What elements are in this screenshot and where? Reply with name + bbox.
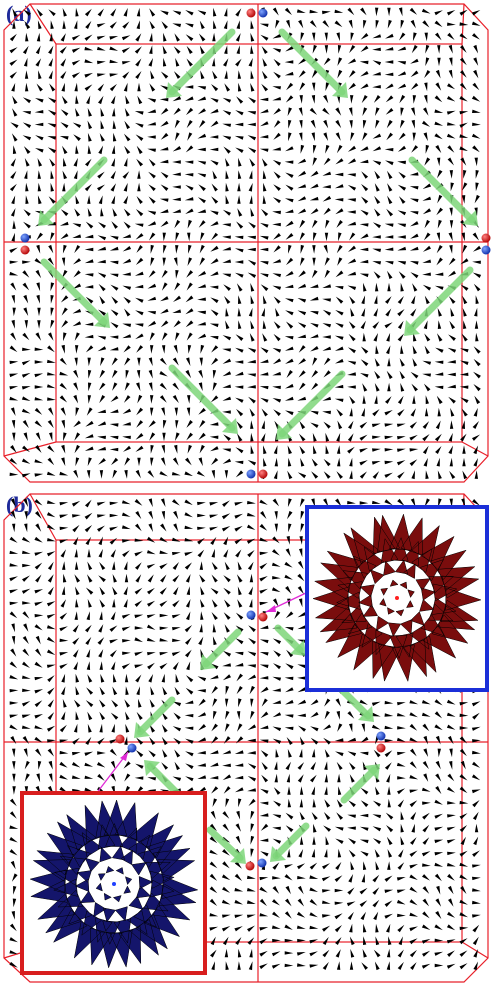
negative-defect-dot (376, 731, 386, 741)
positive-defect-dot (20, 245, 30, 255)
inset-pointer-head (120, 752, 128, 761)
hedgehog-center-dot (112, 882, 116, 886)
positive-defect-dot (481, 233, 491, 243)
flow-arrow (168, 364, 236, 432)
flow-arrow (168, 28, 236, 96)
flow-arrow (278, 370, 346, 438)
hedgehog-inset-positive (312, 513, 482, 683)
flow-arrow (408, 156, 476, 224)
inset-red-frame (20, 791, 207, 975)
flow-arrow (40, 156, 108, 224)
negative-defect-dot (481, 245, 491, 255)
flow-arrow (274, 624, 304, 654)
flow-arrow (340, 766, 378, 804)
vector-field-a (9, 7, 482, 480)
negative-defect-dot (258, 8, 268, 18)
flow-arrows-a (38, 28, 478, 440)
positive-defect-dot (258, 469, 268, 479)
negative-defect-dot (257, 858, 267, 868)
flow-arrow (406, 266, 474, 334)
negative-defect-dot (127, 743, 137, 753)
panel-a: (a) (3, 1, 491, 483)
flow-arrow (272, 822, 310, 860)
flow-arrow (202, 628, 242, 668)
inset-blue-frame (305, 505, 489, 692)
positive-defect-dot (245, 861, 255, 871)
vector-field-arrow (9, 7, 482, 480)
defects-a (20, 8, 491, 479)
hedgehog-inset-negative (29, 799, 199, 969)
hedgehog-center-dot (395, 596, 399, 600)
flow-arrow (206, 826, 244, 862)
panel-b: (b) (3, 492, 489, 983)
defects-b (115, 610, 386, 871)
hedgehog-spines (312, 513, 482, 683)
flow-arrow (278, 28, 346, 96)
positive-defect-dot (376, 743, 386, 753)
flow-arrow (136, 696, 176, 736)
negative-defect-dot (246, 469, 256, 479)
flow-arrow (40, 258, 108, 326)
positive-defect-dot (246, 8, 256, 18)
negative-defect-dot (246, 610, 256, 620)
negative-defect-dot (20, 233, 30, 243)
positive-defect-dot (115, 734, 125, 744)
flow-arrow (336, 684, 372, 720)
inset-pointer-head (266, 605, 276, 612)
hedgehog-spines (29, 799, 199, 969)
positive-defect-dot (258, 612, 268, 622)
